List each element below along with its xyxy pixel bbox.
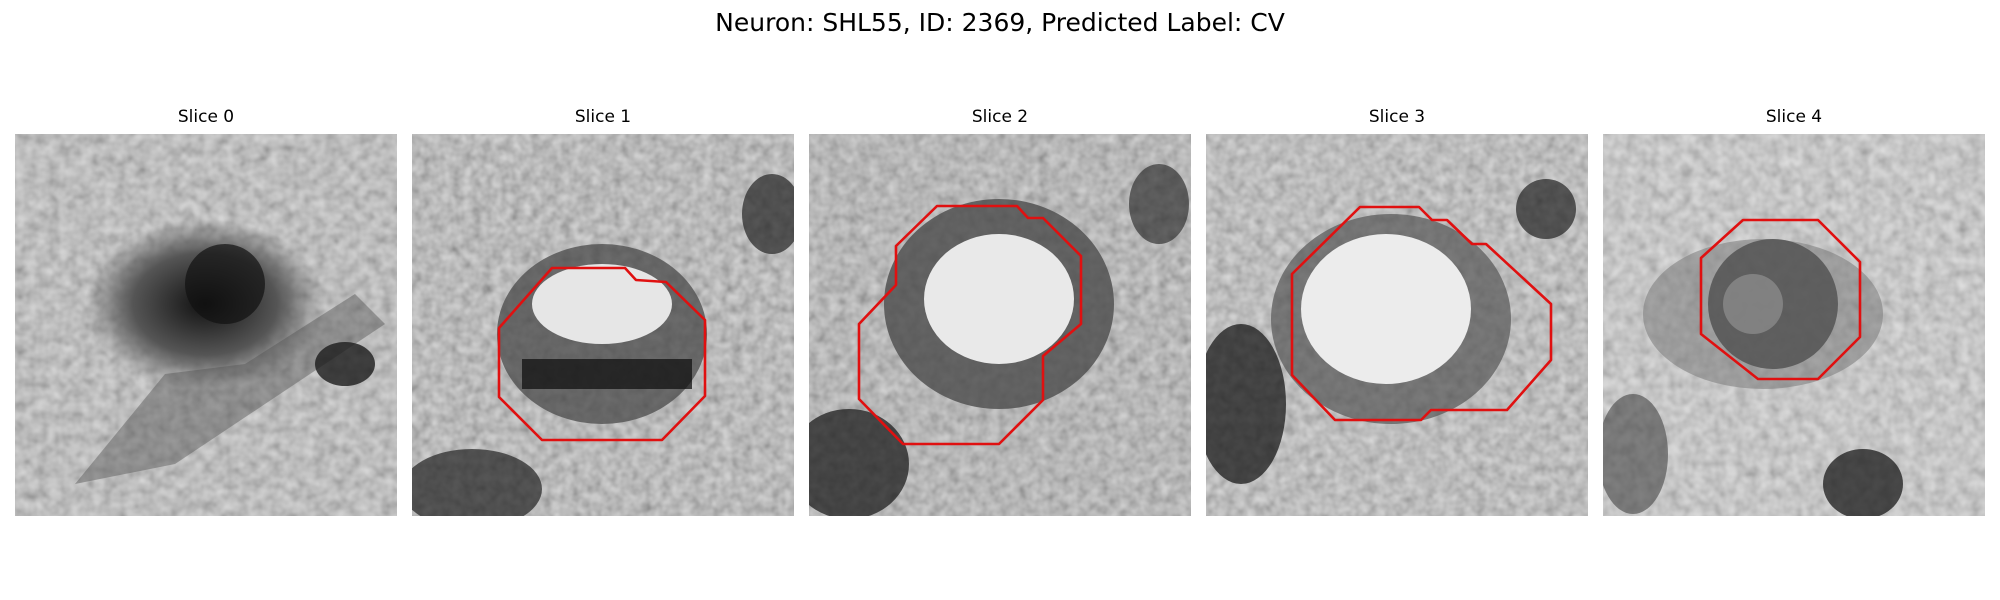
roi-outline xyxy=(857,204,1083,446)
slice-image xyxy=(1206,134,1588,516)
roi-outline xyxy=(497,266,707,442)
slice-image xyxy=(15,134,397,516)
slice-title: Slice 1 xyxy=(574,107,632,127)
slice-image xyxy=(809,134,1191,516)
slice-title: Slice 3 xyxy=(1368,107,1426,127)
roi-outline xyxy=(1290,205,1553,422)
slice-image xyxy=(412,134,794,516)
slice-title: Slice 4 xyxy=(1765,107,1823,127)
slice-title: Slice 0 xyxy=(177,107,235,127)
slice-title: Slice 2 xyxy=(971,107,1029,127)
figure-title: Neuron: SHL55, ID: 2369, Predicted Label… xyxy=(715,8,1285,37)
slice-image xyxy=(1603,134,1985,516)
roi-outline xyxy=(1699,218,1862,381)
